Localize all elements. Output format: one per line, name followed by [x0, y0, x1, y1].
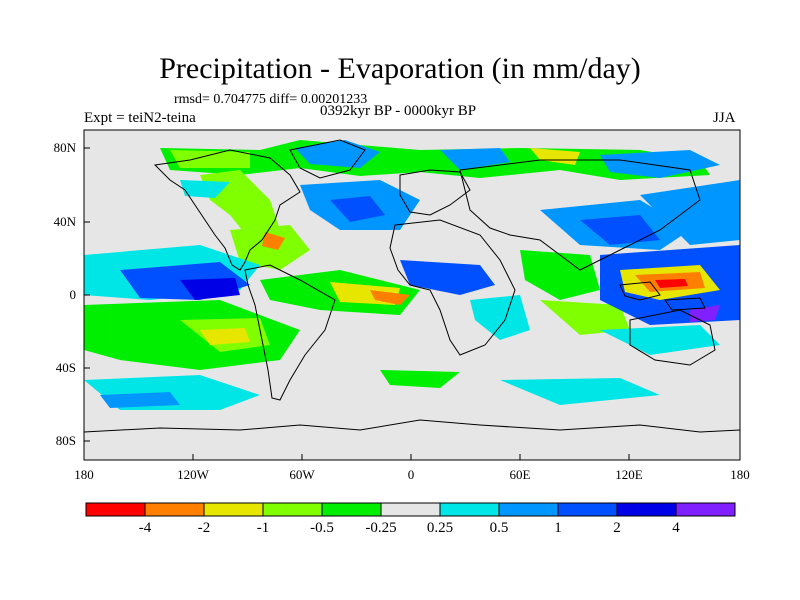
colorbar-swatch-2 — [203, 502, 264, 517]
lat-label-80N: 80N — [53, 140, 76, 155]
colorbar-swatch-10 — [675, 502, 736, 517]
field-southpac-yellow — [200, 328, 250, 345]
map-field — [84, 130, 740, 460]
experiment-label: Expt = teiN2-teina — [84, 110, 196, 126]
colorbar-label-9: 4 — [672, 520, 680, 536]
lon-label-120E: 120E — [615, 467, 643, 482]
lon-label-60W: 60W — [289, 467, 315, 482]
colorbar-swatch-8 — [557, 502, 618, 517]
lon-ticks — [192, 454, 630, 460]
field-southocean-blue — [100, 392, 180, 408]
colorbar-label-0: -4 — [138, 520, 152, 536]
field-southocean-cyan-2 — [500, 378, 660, 405]
field-asia-darkblue — [580, 215, 660, 245]
lat-label-0: 0 — [69, 287, 77, 302]
colorbar-swatch-3 — [262, 502, 323, 517]
field-tropatl-orange — [370, 290, 410, 305]
lat-label-40N: 40N — [53, 214, 76, 229]
coast-borneo — [619, 281, 661, 301]
colorbar-swatch-6 — [439, 502, 500, 517]
field-indian-yellowgreen — [540, 300, 630, 335]
coast-greenland — [289, 139, 366, 179]
coast-australia — [629, 309, 716, 366]
field-wpac-cyan — [640, 180, 740, 245]
coast-asia — [459, 159, 701, 271]
colorbar-label-2: -1 — [256, 520, 270, 536]
colorbar — [85, 502, 736, 517]
colorbar-swatch-4 — [321, 502, 382, 517]
plot-title: Precipitation - Evaporation (in mm/day) — [159, 52, 641, 85]
field-africa-cyan — [470, 295, 530, 340]
lat-label-40S: 40S — [55, 360, 76, 375]
lon-label-60E: 60E — [509, 467, 531, 482]
coast-africa — [389, 219, 516, 356]
stats-text: rmsd= 0.704775 diff= 0.00201233 — [174, 92, 368, 107]
coast-antarctica — [84, 419, 740, 433]
lat-label-80S: 80S — [55, 433, 76, 448]
field-gulf-orange — [262, 232, 285, 250]
field-southpac-green — [84, 300, 300, 370]
lon-label-0: 0 — [407, 467, 415, 482]
coast-south-america — [244, 264, 336, 401]
colorbar-swatch-0 — [85, 502, 146, 517]
colorbar-swatch-1 — [144, 502, 205, 517]
coast-north-america — [153, 149, 301, 271]
colorbar-label-4: -0.25 — [365, 520, 397, 536]
colorbar-label-7: 1 — [554, 520, 562, 536]
colorbar-swatch-7 — [498, 502, 559, 517]
season-label: JJA — [713, 110, 736, 126]
lon-label-120W: 120W — [177, 467, 209, 482]
field-siberia-yellow — [530, 148, 580, 165]
period-label: 0392kyr BP - 0000kyr BP — [320, 103, 477, 119]
colorbar-label-3: -0.5 — [310, 520, 334, 536]
lat-ticks — [84, 147, 90, 442]
colorbar-swatch-5 — [380, 502, 441, 517]
field-wpac-red — [655, 279, 688, 288]
colorbar-label-6: 0.5 — [489, 520, 509, 536]
colorbar-label-1: -2 — [197, 520, 211, 536]
colorbar-label-8: 2 — [613, 520, 621, 536]
coast-europe — [399, 169, 471, 216]
lon-label-180-east: 180 — [730, 467, 750, 482]
coastlines — [84, 139, 740, 433]
lon-label-180-west: 180 — [74, 467, 94, 482]
field-indian-green — [520, 250, 600, 300]
field-arctic-yellowgreen — [170, 150, 250, 168]
coast-new-guinea — [664, 297, 706, 311]
field-na-cyan — [180, 180, 230, 198]
colorbar-label-5: 0.25 — [426, 520, 454, 536]
field-atlantic-darkblue — [330, 196, 385, 222]
field-southocean-green — [380, 370, 460, 388]
field-africa-blue — [400, 260, 495, 295]
colorbar-swatch-9 — [616, 502, 677, 517]
field-arctic-blue-2 — [440, 148, 510, 170]
field-pacific-darkblue — [180, 278, 240, 300]
field-wpac-purple — [690, 305, 720, 322]
